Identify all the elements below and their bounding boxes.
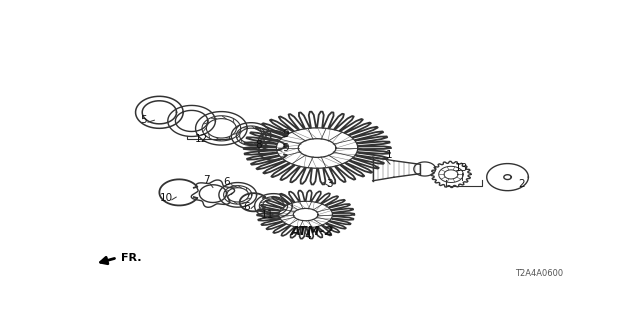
Text: 11: 11	[261, 210, 274, 220]
Text: T2A4A0600: T2A4A0600	[515, 269, 564, 278]
Text: 5: 5	[140, 116, 147, 125]
Text: 10: 10	[160, 193, 173, 203]
Text: 12: 12	[195, 134, 208, 144]
Text: 13: 13	[455, 164, 468, 173]
Text: 6: 6	[243, 202, 250, 212]
Text: ATM-2: ATM-2	[291, 225, 334, 238]
Text: 9: 9	[282, 142, 289, 153]
Text: 4: 4	[305, 231, 312, 241]
Text: 9: 9	[282, 129, 289, 139]
Text: 6: 6	[223, 177, 230, 187]
Text: 7: 7	[203, 175, 210, 185]
Text: FR.: FR.	[121, 253, 141, 263]
Text: 8: 8	[255, 140, 262, 150]
Text: 3: 3	[326, 180, 333, 189]
Text: 1: 1	[385, 150, 392, 160]
Text: 2: 2	[518, 180, 525, 189]
